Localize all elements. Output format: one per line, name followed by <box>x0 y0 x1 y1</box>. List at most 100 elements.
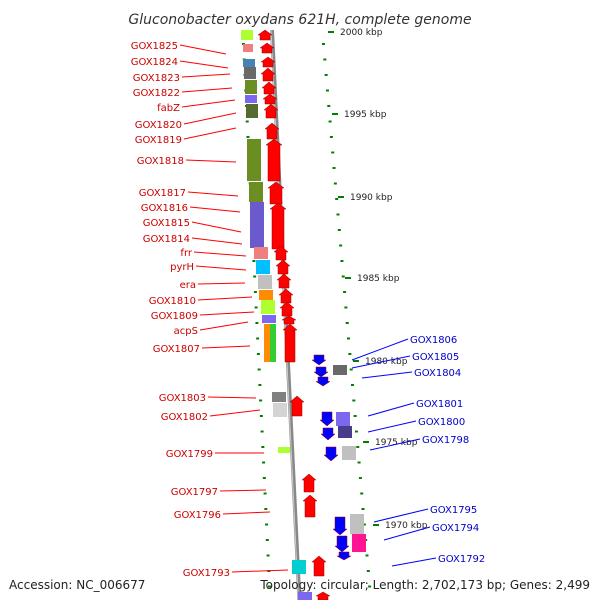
reverse-gene-arrow <box>313 366 329 378</box>
gene-label-forward: GOX1817 <box>139 188 186 199</box>
function-block <box>262 315 276 323</box>
gene-label-reverse: GOX1801 <box>416 399 463 410</box>
gene-leader-line <box>179 44 227 55</box>
function-block <box>264 324 270 362</box>
function-block <box>270 324 276 362</box>
gene-label-forward: GOX1803 <box>159 393 206 404</box>
accession-text: Accession: NC_006677 <box>9 578 146 592</box>
gene-label-reverse: GOX1804 <box>414 368 461 379</box>
gene-label-forward: GOX1815 <box>143 218 190 229</box>
scale-label: 1970 kbp <box>385 521 428 531</box>
forward-gene-arrow <box>311 555 327 577</box>
gene-leader-line <box>193 251 247 257</box>
gene-leader-line <box>197 296 253 301</box>
scale-label: 2000 kbp <box>340 28 383 38</box>
gene-label-forward: pyrH <box>170 262 194 273</box>
gene-label-forward: GOX1818 <box>137 156 184 167</box>
function-block <box>352 534 366 552</box>
forward-gene-arrow <box>261 81 277 95</box>
reverse-gene-arrow <box>334 535 350 553</box>
gene-leader-line <box>367 420 417 433</box>
gene-leader-line <box>181 73 231 78</box>
gene-label-forward: GOX1797 <box>171 487 218 498</box>
gene-label-forward: GOX1825 <box>131 41 178 52</box>
gene-label-forward: GOX1822 <box>133 88 180 99</box>
gene-leader-line <box>187 191 239 197</box>
gene-label-reverse: GOX1806 <box>410 335 457 346</box>
forward-gene-arrow <box>259 42 275 54</box>
forward-gene-arrow <box>301 473 317 493</box>
gene-label-reverse: GOX1792 <box>438 554 485 565</box>
gene-leader-line <box>181 99 236 108</box>
gene-label-forward: frr <box>180 248 192 259</box>
function-block <box>245 80 257 94</box>
forward-gene-arrow <box>302 494 318 518</box>
gene-arrows <box>257 29 352 600</box>
function-block <box>338 426 352 438</box>
function-block <box>278 447 290 453</box>
gene-leader-line <box>183 112 237 125</box>
gene-leader-line <box>367 402 415 417</box>
function-block <box>333 365 347 375</box>
gene-leader-line <box>197 282 246 285</box>
gene-leader-line <box>369 438 421 451</box>
function-block <box>246 104 258 118</box>
function-block <box>272 392 286 402</box>
scale-label: 1980 kbp <box>365 357 408 367</box>
gene-label-forward: era <box>180 280 196 291</box>
function-block <box>241 30 253 40</box>
function-block <box>254 247 268 259</box>
gene-leader-line <box>185 159 237 163</box>
function-color-blocks <box>241 30 366 600</box>
function-block <box>259 290 273 300</box>
gene-leader-line <box>231 569 289 573</box>
gene-label-forward: GOX1814 <box>143 234 190 245</box>
forward-gene-arrow <box>276 273 292 289</box>
forward-gene-arrow <box>260 67 276 82</box>
function-block <box>258 275 272 289</box>
forward-gene-arrow <box>289 395 305 417</box>
map-title: Gluconobacter oxydans 621H, complete gen… <box>128 12 471 28</box>
function-block <box>249 182 263 202</box>
gene-leader-line <box>199 321 249 331</box>
forward-gene-arrow <box>282 323 298 363</box>
gene-leader-line <box>209 409 261 417</box>
function-block <box>261 300 275 314</box>
gene-leader-line <box>383 526 431 541</box>
forward-gene-arrow <box>264 122 280 140</box>
gene-label-forward: GOX1793 <box>183 568 230 579</box>
gene-leader-line <box>222 511 271 515</box>
function-block <box>250 202 264 248</box>
gene-leader-line <box>373 508 429 523</box>
gene-label-forward: GOX1819 <box>135 135 182 146</box>
forward-gene-arrow <box>260 56 276 68</box>
reverse-gene-arrow <box>315 376 331 387</box>
gene-leader-line <box>391 557 437 567</box>
gene-label-forward: GOX1807 <box>153 344 200 355</box>
forward-gene-arrow <box>269 202 287 250</box>
gene-leader-line <box>195 265 247 271</box>
gene-leader-line <box>183 127 237 140</box>
reverse-gene-arrow <box>336 551 352 561</box>
gene-label-reverse: GOX1795 <box>430 505 477 516</box>
gene-leader-line <box>191 221 242 233</box>
forward-gene-arrow <box>257 29 273 41</box>
forward-gene-arrow <box>267 181 285 205</box>
gene-leader-line <box>191 237 243 245</box>
scale-label: 1995 kbp <box>344 110 387 120</box>
function-block <box>298 592 312 600</box>
genome-summary-text: Topology: circular; Length: 2,702,173 bp… <box>260 578 590 592</box>
function-block <box>243 44 253 52</box>
gene-leader-line <box>179 60 229 69</box>
scale-labels: 2000 kbp 1995 kbp 1990 kbp 1985 kbp 1980 kbp… <box>328 28 428 531</box>
gene-label-forward: acpS <box>174 326 198 337</box>
reverse-gene-arrow <box>311 354 327 366</box>
gene-leader-line <box>207 396 257 399</box>
gene-label-forward: fabZ <box>157 103 180 114</box>
gene-leader-line <box>351 338 409 361</box>
reverse-gene-arrow <box>323 446 339 462</box>
forward-gene-arrow <box>262 93 278 105</box>
gene-label-reverse: GOX1798 <box>422 435 469 446</box>
forward-gene-arrow <box>281 315 297 325</box>
